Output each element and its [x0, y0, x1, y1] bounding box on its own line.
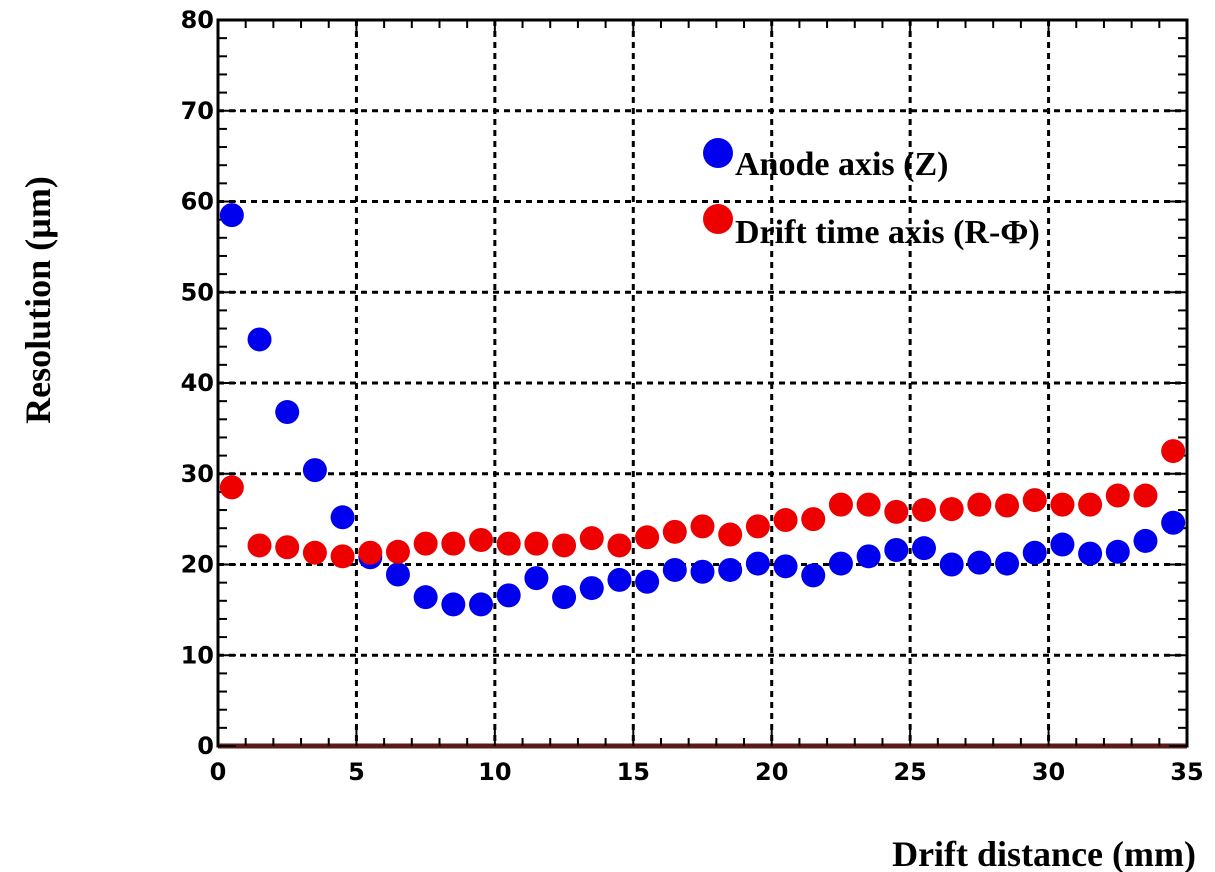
anode-data-point — [718, 557, 743, 582]
drift-time-data-point — [884, 499, 909, 524]
x-tick-label: 30 — [1032, 758, 1065, 786]
drift-time-data-point — [1050, 492, 1075, 517]
drift-time-data-point — [1133, 483, 1158, 508]
drift-time-data-point — [1105, 483, 1130, 508]
drift-time-data-point — [469, 527, 494, 552]
anode-data-point — [524, 566, 549, 591]
drift-time-data-point — [385, 539, 410, 564]
y-tick-label: 60 — [181, 188, 214, 216]
y-tick-label: 10 — [181, 641, 214, 669]
anode-data-point — [413, 585, 438, 610]
legend-label-anode: Anode axis (Z) — [735, 146, 948, 183]
legend-label-drift-time: Drift time axis (R-Φ) — [735, 214, 1040, 251]
anode-data-point — [911, 536, 936, 561]
drift-time-data-point — [302, 540, 327, 565]
x-tick-label: 5 — [348, 758, 365, 786]
y-tick-label: 50 — [181, 278, 214, 306]
anode-data-point — [801, 563, 826, 588]
drift-time-data-point — [1078, 492, 1103, 517]
anode-data-point — [247, 327, 272, 352]
drift-time-data-point — [662, 519, 687, 544]
grid — [218, 20, 1187, 746]
x-tick-label: 20 — [755, 758, 788, 786]
drift-time-data-point — [441, 531, 466, 556]
anode-data-point — [496, 583, 521, 608]
drift-time-data-point — [801, 507, 826, 532]
x-tick-label: 15 — [617, 758, 650, 786]
drift-time-data-point — [828, 492, 853, 517]
legend-marker-drift-time — [703, 204, 733, 234]
anode-data-point — [275, 400, 300, 425]
x-tick-label: 0 — [210, 758, 227, 786]
drift-time-data-point — [690, 514, 715, 539]
y-tick-label: 80 — [181, 6, 214, 34]
x-axis-title: Drift distance (mm) — [892, 834, 1196, 872]
drift-time-data-point — [330, 544, 355, 569]
drift-time-data-point — [1161, 439, 1186, 464]
x-tick-label: 10 — [478, 758, 511, 786]
drift-time-data-point — [967, 492, 992, 517]
anode-data-point — [385, 562, 410, 587]
anode-data-point — [441, 592, 466, 617]
drift-time-data-point — [995, 493, 1020, 518]
anode-data-point — [690, 559, 715, 584]
anode-data-point — [1133, 528, 1158, 553]
anode-data-point — [469, 592, 494, 617]
drift-time-data-point — [773, 508, 798, 533]
anode-data-point — [884, 537, 909, 562]
data-points — [219, 203, 1186, 617]
drift-time-data-point — [745, 514, 770, 539]
drift-time-data-point — [856, 492, 881, 517]
anode-data-point — [745, 551, 770, 576]
drift-time-data-point — [358, 540, 383, 565]
anode-data-point — [662, 557, 687, 582]
y-tick-label: 70 — [181, 97, 214, 125]
anode-data-point — [607, 567, 632, 592]
anode-data-point — [1078, 541, 1103, 566]
x-tick-label: 35 — [1170, 758, 1203, 786]
anode-data-point — [302, 458, 327, 483]
anode-data-point — [552, 585, 577, 610]
drift-time-data-point — [1022, 488, 1047, 513]
anode-data-point — [1022, 540, 1047, 565]
drift-time-data-point — [524, 531, 549, 556]
drift-time-data-point — [939, 497, 964, 522]
anode-data-point — [330, 505, 355, 530]
anode-data-point — [856, 544, 881, 569]
axes: 0 5 10 15 20 25 30 35 0 10 20 30 40 50 60 70 80 — [181, 6, 1204, 786]
anode-data-point — [1105, 539, 1130, 564]
legend-marker-anode — [703, 138, 733, 168]
drift-time-data-point — [579, 526, 604, 551]
drift-time-data-point — [275, 535, 300, 560]
y-tick-label: 20 — [181, 551, 214, 579]
y-tick-label: 0 — [197, 732, 214, 760]
legend: Anode axis (Z) Drift time axis (R-Φ) — [703, 138, 1040, 251]
drift-time-data-point — [496, 531, 521, 556]
drift-time-data-point — [911, 498, 936, 523]
drift-time-data-point — [718, 522, 743, 547]
y-axis-title: Resolution (µm) — [18, 176, 58, 424]
anode-data-point — [773, 554, 798, 579]
anode-data-point — [828, 551, 853, 576]
y-tick-label: 30 — [181, 460, 214, 488]
drift-time-data-point — [247, 533, 272, 558]
anode-data-point — [579, 576, 604, 601]
x-tick-label: 25 — [893, 758, 926, 786]
anode-data-point — [219, 203, 244, 228]
drift-time-data-point — [552, 533, 577, 558]
anode-data-point — [1050, 532, 1075, 557]
anode-data-point — [995, 551, 1020, 576]
anode-data-point — [635, 569, 660, 594]
drift-time-data-point — [219, 475, 244, 500]
drift-time-data-point — [413, 531, 438, 556]
anode-data-point — [939, 552, 964, 577]
anode-data-point — [967, 550, 992, 575]
drift-time-data-point — [607, 533, 632, 558]
drift-time-data-point — [635, 525, 660, 550]
y-tick-label: 40 — [181, 369, 214, 397]
anode-data-point — [1161, 510, 1186, 535]
